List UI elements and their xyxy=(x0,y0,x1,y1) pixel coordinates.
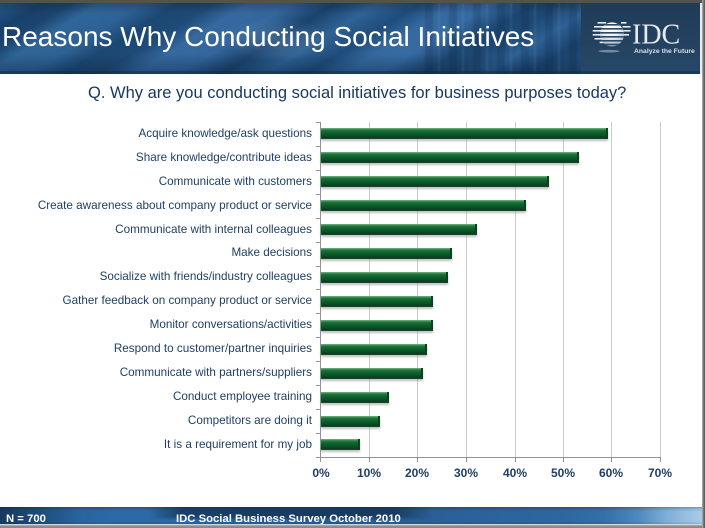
svg-text:Analyze the Future: Analyze the Future xyxy=(634,48,695,55)
svg-text:IDC: IDC xyxy=(632,19,680,50)
